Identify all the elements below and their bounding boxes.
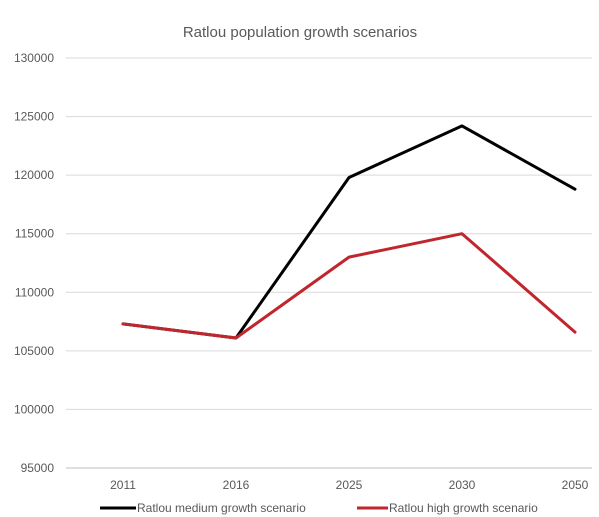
series-line-medium-growth [121, 124, 577, 340]
legend-label: Ratlou medium growth scenario [137, 501, 306, 515]
data-point [574, 188, 577, 191]
data-point [461, 124, 464, 127]
y-tick-label: 125000 [14, 110, 54, 124]
y-tick-label: 100000 [14, 402, 54, 416]
y-tick-label: 105000 [14, 344, 54, 358]
y-tick-label: 95000 [21, 461, 55, 475]
x-tick-label: 2016 [223, 478, 250, 492]
data-point [574, 331, 577, 334]
x-tick-label: 2025 [336, 478, 363, 492]
legend-label: Ratlou high growth scenario [389, 501, 538, 515]
y-axis-tick-labels: 95000 100000 105000 110000 115000 120000 12500… [14, 51, 54, 475]
y-tick-label: 120000 [14, 168, 54, 182]
data-series [121, 124, 577, 340]
chart-title: Ratlou population growth scenarios [183, 24, 417, 41]
data-point [348, 176, 351, 179]
data-point [122, 322, 125, 325]
y-tick-label: 110000 [15, 285, 54, 299]
x-tick-label: 2030 [449, 478, 476, 492]
data-point [461, 232, 464, 235]
gridlines [66, 57, 592, 469]
data-point [235, 337, 238, 340]
x-tick-label: 2050 [562, 478, 589, 492]
x-axis-tick-labels: 2011 2016 2025 2030 2050 [110, 478, 589, 492]
y-tick-label: 130000 [14, 51, 54, 65]
data-point [348, 256, 351, 259]
y-tick-label: 115000 [15, 227, 54, 241]
legend: Ratlou medium growth scenario Ratlou high… [100, 501, 538, 515]
series-line-high-growth [121, 232, 577, 340]
x-tick-label: 2011 [110, 478, 136, 492]
